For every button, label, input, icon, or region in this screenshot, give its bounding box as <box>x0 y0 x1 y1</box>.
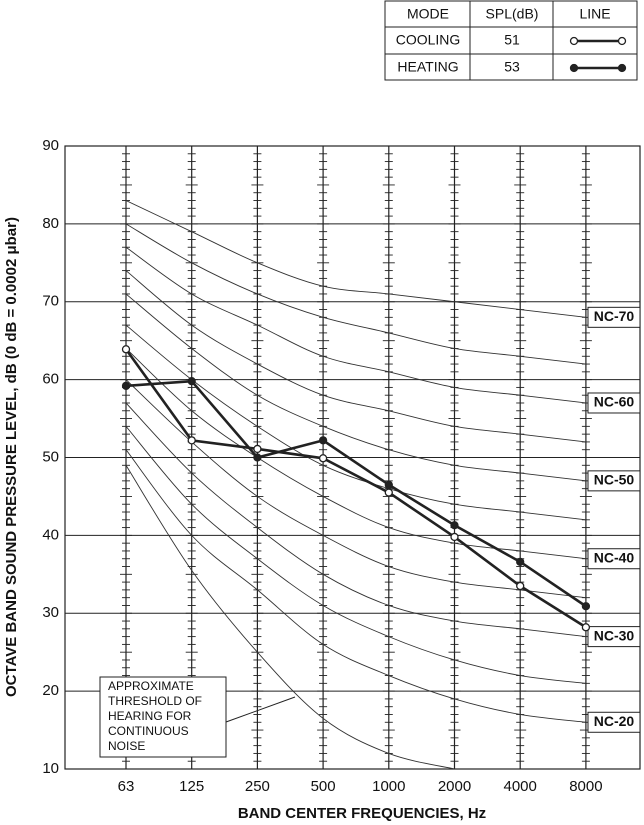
y-tick-label: 30 <box>42 604 59 621</box>
legend-mode: HEATING <box>397 59 458 75</box>
x-tick-label: 8000 <box>569 778 602 795</box>
data-point <box>318 436 328 445</box>
x-tick-label: 500 <box>311 778 336 795</box>
y-tick-label: 50 <box>42 448 59 465</box>
nc-label-box <box>587 626 641 648</box>
nc-label-box <box>587 470 641 492</box>
x-tick-label: 1000 <box>372 778 405 795</box>
y-axis-title: OCTAVE BAND SOUND PRESSURE LEVEL, dB (0 … <box>3 217 20 697</box>
data-point <box>121 381 131 391</box>
nc-curve <box>125 402 586 638</box>
x-tick-label: 125 <box>179 778 204 795</box>
nc-label-box <box>587 392 641 414</box>
legend-header: LINE <box>579 6 610 22</box>
nc-curve <box>125 270 586 443</box>
data-point <box>516 557 525 567</box>
x-axis-title: BAND CENTER FREQUENCIES, Hz <box>238 805 486 822</box>
y-tick-label: 10 <box>42 760 59 777</box>
nc-label: NC-40 <box>594 549 635 565</box>
y-tick-label: 60 <box>42 371 59 388</box>
legend-marker <box>617 63 627 73</box>
nc-curve <box>125 200 586 318</box>
nc-curve <box>125 348 586 560</box>
annotation-text: CONTINUOUS <box>108 724 189 738</box>
series-line <box>124 348 587 629</box>
data-point <box>384 488 393 497</box>
legend-spl: 53 <box>504 59 520 75</box>
nc-label: NC-50 <box>594 472 635 488</box>
x-tick-label: 4000 <box>504 778 537 795</box>
data-point <box>253 444 262 454</box>
annotation-box <box>99 676 227 758</box>
data-point <box>187 377 196 386</box>
nc-label: NC-60 <box>594 394 635 410</box>
annotation-leader <box>225 696 296 723</box>
nc-label-box <box>587 711 641 733</box>
nc-label: NC-30 <box>594 627 635 643</box>
nc-curve <box>125 246 586 404</box>
nc-curve <box>125 324 586 521</box>
legend-marker <box>569 36 579 46</box>
nc-label-box <box>587 306 641 328</box>
series-line <box>125 379 587 608</box>
legend-marker <box>617 36 627 46</box>
data-point <box>121 345 131 354</box>
x-tick-label: 2000 <box>438 778 471 795</box>
nc-label: NC-20 <box>594 713 635 729</box>
nc-curve <box>125 426 586 684</box>
y-tick-label: 90 <box>42 137 59 154</box>
threshold-curve <box>125 465 455 769</box>
data-point <box>384 480 393 489</box>
legend-spl: 51 <box>504 32 520 48</box>
data-point <box>581 623 591 632</box>
legend-table: MODE SPL(dB) LINE COOLING 51 HEATING 53 <box>384 0 638 81</box>
data-point <box>581 602 591 611</box>
y-tick-label: 80 <box>42 215 59 232</box>
legend-header: SPL(dB) <box>486 6 539 22</box>
nc-curve <box>125 223 586 365</box>
annotation-text: NOISE <box>108 739 145 753</box>
x-tick-label: 250 <box>245 778 270 795</box>
data-point <box>187 436 196 445</box>
annotation-text: APPROXIMATE <box>108 679 194 693</box>
legend-header: MODE <box>407 6 449 22</box>
legend-marker <box>569 63 579 73</box>
y-tick-label: 70 <box>42 293 59 310</box>
data-point <box>450 532 459 542</box>
legend-border <box>384 0 638 81</box>
legend-mode: COOLING <box>396 32 461 48</box>
y-tick-label: 20 <box>42 682 59 699</box>
nc-label: NC-70 <box>594 308 635 324</box>
data-point <box>318 454 328 463</box>
data-point <box>516 581 525 591</box>
data-point <box>253 453 262 462</box>
nc-curve <box>125 293 586 482</box>
x-tick-label: 63 <box>118 778 135 795</box>
data-point <box>450 521 459 530</box>
nc-curve <box>125 449 586 723</box>
annotation-text: HEARING FOR <box>108 709 192 723</box>
nc-label-box <box>587 548 641 570</box>
annotation-text: THRESHOLD OF <box>108 694 202 708</box>
y-tick-label: 40 <box>42 526 59 543</box>
